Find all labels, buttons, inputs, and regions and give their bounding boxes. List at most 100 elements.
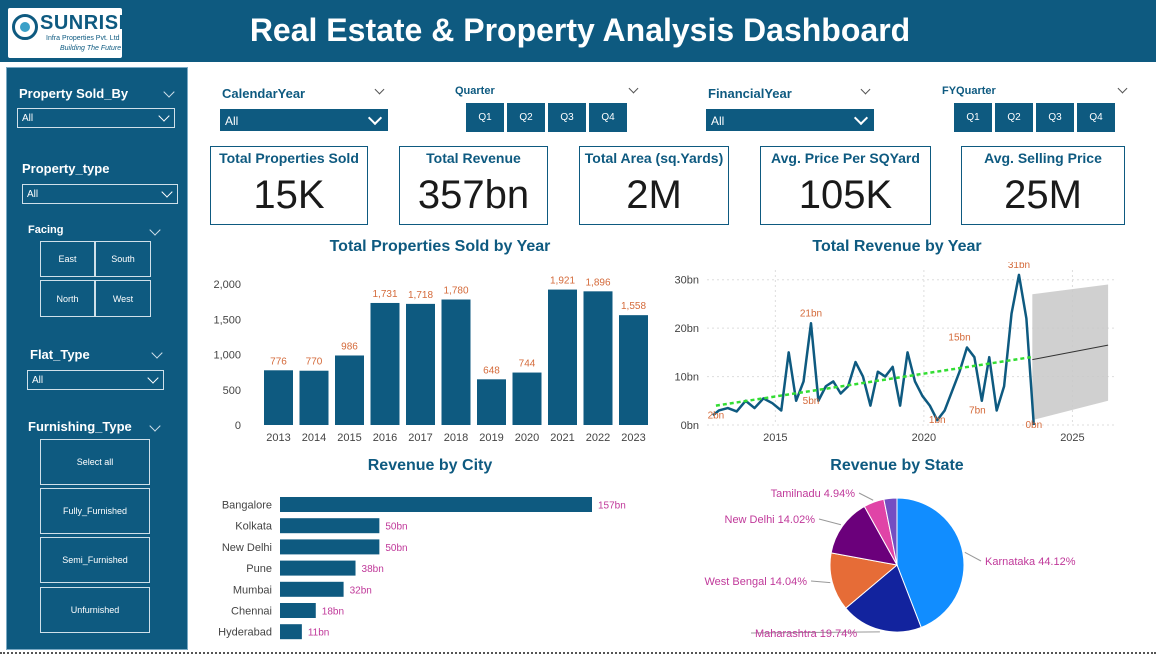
bar [280, 560, 356, 576]
kpi-card-properties-sold: Total Properties Sold 15K [210, 146, 368, 225]
financial-year-value: All [711, 114, 725, 128]
facing-north-button[interactable]: North [40, 280, 95, 317]
data-label: 1,718 [408, 290, 433, 301]
calendar-year-dropdown[interactable]: All [220, 109, 388, 131]
pie-slice [896, 497, 965, 629]
slice-label: West Bengal 14.04% [704, 576, 807, 588]
bar [264, 370, 293, 425]
chevron-down-icon[interactable] [149, 224, 161, 236]
kpi-label: Avg. Price Per SQYard [771, 150, 920, 166]
chevron-down-icon [367, 110, 383, 126]
bar [280, 624, 302, 640]
data-label: 50bn [385, 522, 407, 533]
y-tick-label: 2,000 [213, 279, 241, 291]
furnishing-unfurnished-button[interactable]: Unfurnished [40, 587, 150, 633]
chevron-down-icon[interactable] [860, 84, 871, 95]
leader-line [750, 631, 880, 634]
chevron-down-icon[interactable] [149, 420, 161, 432]
category-label: Bangalore [222, 500, 272, 512]
chevron-down-icon[interactable] [151, 347, 163, 359]
bar [548, 289, 577, 425]
revenue-line [712, 273, 1036, 426]
revenue-state-chart-title: Revenue by State [830, 457, 964, 474]
facing-south-button[interactable]: South [95, 241, 151, 277]
property-sold-by-value: All [22, 113, 34, 124]
bar [280, 497, 592, 512]
fy-quarter-q4-button[interactable]: Q4 [1077, 103, 1115, 132]
kpi-card-total-area: Total Area (sq.Yards) 2M [579, 146, 729, 225]
quarter-q1-button[interactable]: Q1 [466, 103, 504, 132]
data-label: 776 [270, 356, 287, 367]
leader-line [810, 580, 831, 584]
fy-quarter-q2-button[interactable]: Q2 [995, 103, 1033, 132]
data-label: 986 [341, 341, 358, 352]
kpi-label: Avg. Selling Price [984, 150, 1102, 166]
quarter-q2-button[interactable]: Q2 [507, 103, 545, 132]
revenue-by-city-chart: Bangalore 157bn Kolkata 50bn New Delhi 50bn Pu… [218, 497, 626, 640]
chevron-down-icon[interactable] [163, 86, 175, 98]
logo-brand: SUNRISE [40, 12, 133, 34]
pie-slice [883, 497, 898, 566]
data-label: 18bn [322, 607, 344, 618]
y-tick-label: 0bn [681, 420, 699, 432]
bar [280, 603, 316, 618]
data-label: 7bn [969, 405, 986, 416]
slice-label: Karnataka 44.12% [985, 556, 1076, 568]
facing-east-button[interactable]: East [40, 241, 95, 277]
property-type-dropdown[interactable]: All [22, 184, 178, 204]
fy-quarter-q3-button[interactable]: Q3 [1036, 103, 1074, 132]
pie-slice [845, 564, 922, 633]
bar [512, 372, 542, 425]
kpi-value: 2M [626, 173, 682, 217]
x-tick-label: 2014 [302, 432, 326, 444]
quarter-q3-button[interactable]: Q3 [548, 103, 586, 132]
bar [441, 299, 471, 425]
data-label: 1bn [929, 415, 946, 426]
leader-line [964, 551, 982, 562]
chevron-down-icon [147, 372, 159, 384]
property-sold-by-dropdown[interactable]: All [17, 108, 175, 128]
x-tick-label: 2020 [912, 432, 936, 444]
furnishing-select-all-button[interactable]: Select all [40, 439, 150, 485]
company-logo: SUNRISE Infra Properties Pvt. Ltd Buildi… [8, 8, 132, 58]
data-label: 11bn [308, 628, 330, 639]
data-label: 21bn [800, 308, 822, 319]
property-type-value: All [27, 189, 39, 200]
chevron-down-icon[interactable] [374, 84, 385, 95]
x-tick-label: 2016 [373, 432, 397, 444]
property-sold-by-label: Property Sold_By [19, 86, 129, 101]
y-tick-label: 1,500 [213, 314, 241, 326]
y-tick-label: 30bn [675, 275, 699, 287]
bar [280, 539, 380, 555]
calendar-year-label: CalendarYear [222, 86, 306, 101]
chevron-down-icon[interactable] [1117, 83, 1128, 94]
fy-quarter-q1-button[interactable]: Q1 [954, 103, 992, 132]
data-label: 15bn [948, 333, 970, 344]
bar [477, 379, 506, 425]
x-tick-label: 2013 [266, 432, 290, 444]
flat-type-dropdown[interactable]: All [27, 370, 164, 390]
y-tick-label: 0 [235, 420, 241, 432]
kpi-label: Total Properties Sold [219, 150, 359, 166]
financial-year-dropdown[interactable]: All [706, 109, 874, 131]
financial-year-label: FinancialYear [708, 86, 792, 101]
x-tick-label: 2018 [444, 432, 468, 444]
bar [280, 518, 380, 534]
bar [583, 291, 613, 425]
data-label: 1,558 [621, 301, 646, 312]
kpi-value: 357bn [417, 173, 530, 217]
chevron-down-icon[interactable] [628, 83, 639, 94]
flat-type-value: All [32, 375, 44, 386]
kpi-label: Total Revenue [426, 150, 521, 166]
flat-type-label: Flat_Type [30, 347, 90, 362]
furnishing-fully-furnished-button[interactable]: Fully_Furnished [40, 488, 150, 534]
facing-west-button[interactable]: West [95, 280, 151, 317]
chevron-down-icon [161, 186, 173, 198]
data-label: 5bn [803, 396, 820, 407]
leader-line [858, 492, 874, 501]
data-label: 1,780 [443, 286, 468, 297]
x-tick-label: 2025 [1060, 432, 1084, 444]
data-label: 32bn [350, 585, 372, 596]
quarter-q4-button[interactable]: Q4 [589, 103, 627, 132]
furnishing-semi-furnished-button[interactable]: Semi_Furnished [40, 537, 150, 583]
